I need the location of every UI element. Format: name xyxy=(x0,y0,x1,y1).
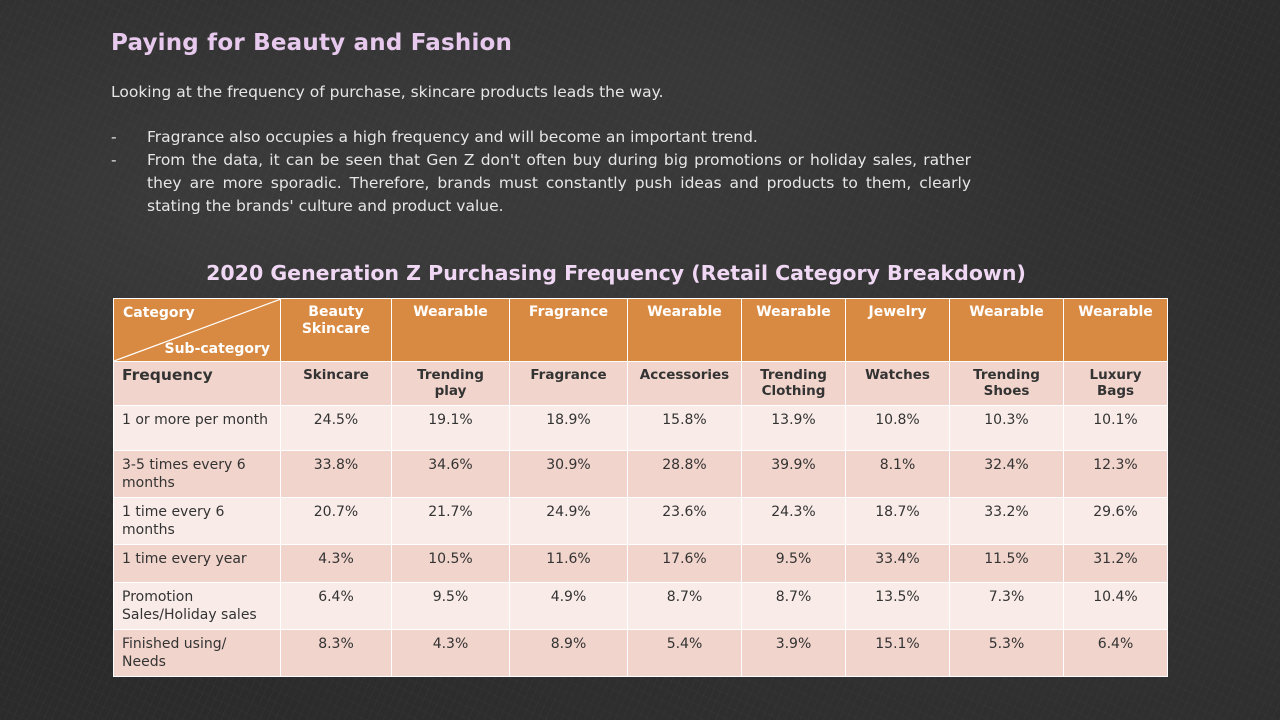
bullet-item: - Fragrance also occupies a high frequen… xyxy=(111,126,971,149)
value-cell: 10.8% xyxy=(845,405,950,451)
value-cell: 11.5% xyxy=(949,544,1064,583)
bullet-item: - From the data, it can be seen that Gen… xyxy=(111,149,971,218)
value-cell: 29.6% xyxy=(1063,497,1168,545)
subcategory-cell: Fragrance xyxy=(509,361,628,406)
value-cell: 15.8% xyxy=(627,405,742,451)
category-header-cell: Wearable xyxy=(1063,298,1168,362)
row-label-cell: 1 or more per month xyxy=(113,405,281,451)
table-title: 2020 Generation Z Purchasing Frequency (… xyxy=(206,261,1026,285)
bullet-text: From the data, it can be seen that Gen Z… xyxy=(147,151,971,215)
value-cell: 5.4% xyxy=(627,629,742,677)
category-header-cell: Wearable xyxy=(627,298,742,362)
value-cell: 4.3% xyxy=(391,629,510,677)
subcategory-cell: Accessories xyxy=(627,361,742,406)
category-header-cell: Fragrance xyxy=(509,298,628,362)
value-cell: 21.7% xyxy=(391,497,510,545)
value-cell: 23.6% xyxy=(627,497,742,545)
value-cell: 10.5% xyxy=(391,544,510,583)
subcategory-cell: Watches xyxy=(845,361,950,406)
category-header-row: Category Sub-category Beauty Skincare We… xyxy=(113,298,1168,362)
value-cell: 6.4% xyxy=(280,582,392,630)
value-cell: 24.5% xyxy=(280,405,392,451)
value-cell: 8.3% xyxy=(280,629,392,677)
value-cell: 3.9% xyxy=(741,629,846,677)
value-cell: 17.6% xyxy=(627,544,742,583)
table-row: Promotion Sales/Holiday sales 6.4% 9.5% … xyxy=(113,582,1168,630)
subcategory-corner-label: Sub-category xyxy=(164,341,271,357)
value-cell: 8.9% xyxy=(509,629,628,677)
subcategory-cell: Trending Clothing xyxy=(741,361,846,406)
slide-title: Paying for Beauty and Fashion xyxy=(111,30,513,56)
value-cell: 32.4% xyxy=(949,450,1064,498)
bullet-marker: - xyxy=(111,128,117,146)
value-cell: 6.4% xyxy=(1063,629,1168,677)
row-label-cell: Promotion Sales/Holiday sales xyxy=(113,582,281,630)
table-row: 3-5 times every 6 months 33.8% 34.6% 30.… xyxy=(113,450,1168,498)
value-cell: 5.3% xyxy=(949,629,1064,677)
value-cell: 33.8% xyxy=(280,450,392,498)
value-cell: 9.5% xyxy=(741,544,846,583)
row-label-cell: 1 time every year xyxy=(113,544,281,583)
category-header-cell: Wearable xyxy=(949,298,1064,362)
intro-text: Looking at the frequency of purchase, sk… xyxy=(111,83,664,101)
value-cell: 8.1% xyxy=(845,450,950,498)
value-cell: 13.9% xyxy=(741,405,846,451)
category-header-cell: Jewelry xyxy=(845,298,950,362)
value-cell: 8.7% xyxy=(741,582,846,630)
category-header-cell: Wearable xyxy=(741,298,846,362)
value-cell: 4.3% xyxy=(280,544,392,583)
value-cell: 28.8% xyxy=(627,450,742,498)
value-cell: 10.4% xyxy=(1063,582,1168,630)
row-label-cell: 3-5 times every 6 months xyxy=(113,450,281,498)
value-cell: 4.9% xyxy=(509,582,628,630)
value-cell: 12.3% xyxy=(1063,450,1168,498)
category-header-cell: Wearable xyxy=(391,298,510,362)
value-cell: 24.9% xyxy=(509,497,628,545)
bullet-text: Fragrance also occupies a high frequency… xyxy=(147,128,758,146)
value-cell: 9.5% xyxy=(391,582,510,630)
value-cell: 18.9% xyxy=(509,405,628,451)
category-corner-label: Category xyxy=(123,305,195,321)
table-row: 1 time every year 4.3% 10.5% 11.6% 17.6%… xyxy=(113,544,1168,583)
value-cell: 15.1% xyxy=(845,629,950,677)
value-cell: 20.7% xyxy=(280,497,392,545)
table-row: 1 time every 6 months 20.7% 21.7% 24.9% … xyxy=(113,497,1168,545)
value-cell: 33.2% xyxy=(949,497,1064,545)
subcategory-cell: Trending Shoes xyxy=(949,361,1064,406)
value-cell: 24.3% xyxy=(741,497,846,545)
value-cell: 34.6% xyxy=(391,450,510,498)
value-cell: 18.7% xyxy=(845,497,950,545)
frequency-label-cell: Frequency xyxy=(113,361,281,406)
value-cell: 30.9% xyxy=(509,450,628,498)
category-header-cell: Beauty Skincare xyxy=(280,298,392,362)
value-cell: 39.9% xyxy=(741,450,846,498)
bullet-list: - Fragrance also occupies a high frequen… xyxy=(111,126,971,218)
value-cell: 10.1% xyxy=(1063,405,1168,451)
value-cell: 11.6% xyxy=(509,544,628,583)
row-label-cell: Finished using/ Needs xyxy=(113,629,281,677)
table-row: 1 or more per month 24.5% 19.1% 18.9% 15… xyxy=(113,405,1168,451)
subcategory-cell: Luxury Bags xyxy=(1063,361,1168,406)
value-cell: 10.3% xyxy=(949,405,1064,451)
bullet-marker: - xyxy=(111,151,117,169)
subcategory-cell: Skincare xyxy=(280,361,392,406)
value-cell: 31.2% xyxy=(1063,544,1168,583)
value-cell: 13.5% xyxy=(845,582,950,630)
subcategory-header-row: Frequency Skincare Trending play Fragran… xyxy=(113,361,1168,406)
table-row: Finished using/ Needs 8.3% 4.3% 8.9% 5.4… xyxy=(113,629,1168,677)
value-cell: 7.3% xyxy=(949,582,1064,630)
row-label-cell: 1 time every 6 months xyxy=(113,497,281,545)
frequency-table: Category Sub-category Beauty Skincare We… xyxy=(113,298,1168,677)
value-cell: 19.1% xyxy=(391,405,510,451)
corner-header-cell: Category Sub-category xyxy=(113,298,281,362)
value-cell: 8.7% xyxy=(627,582,742,630)
diagonal-divider xyxy=(114,299,281,361)
value-cell: 33.4% xyxy=(845,544,950,583)
subcategory-cell: Trending play xyxy=(391,361,510,406)
